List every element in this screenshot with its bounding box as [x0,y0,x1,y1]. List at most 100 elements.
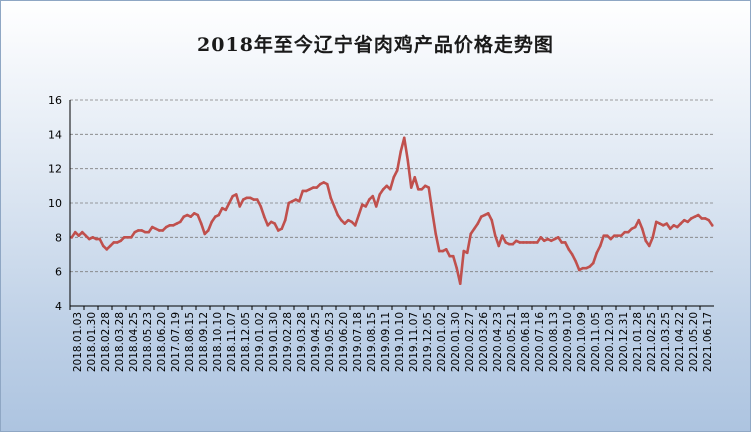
data-point [185,213,189,217]
x-tick-label: 2019.10.10 [394,312,406,372]
data-point [504,241,508,244]
x-tick-label: 2019.03.28 [296,312,308,372]
data-point [154,227,158,231]
data-point [696,213,700,217]
data-point [647,244,651,248]
x-tick-label: 2021.05.20 [688,312,700,372]
data-point [325,182,329,186]
data-point [150,225,154,229]
data-point [682,218,686,222]
data-point [581,266,585,270]
data-point [689,217,693,220]
x-tick-labels: 2018.01.03 2018.01.30 2018.02.28 2018.03.28… [72,312,714,372]
data-point [276,229,280,232]
data-point [560,241,564,244]
data-point [371,194,375,198]
data-point [668,227,672,231]
x-tick-label: 2018.10.10 [212,312,224,372]
data-point [609,237,613,241]
data-point [178,220,182,224]
y-tick-label: 12 [48,163,62,176]
y-tick-label: 16 [48,94,62,107]
x-tick-label: 2018.01.03 [72,312,84,372]
data-point [511,242,515,246]
data-point [374,205,378,208]
data-point [469,232,473,236]
data-point [588,265,592,268]
data-point [658,222,662,225]
x-tick-label: 2019.08.15 [366,312,378,372]
data-point [518,241,522,244]
data-point [465,251,469,255]
data-point [259,205,263,208]
data-point [318,182,322,186]
data-point [637,218,641,222]
data-point [430,210,434,213]
x-tick-label: 2017.07.19 [170,312,182,372]
data-point [574,260,578,263]
data-point [73,230,77,234]
data-point [525,241,529,244]
data-point [441,249,445,253]
data-point [304,189,308,193]
x-tick-label: 2018.08.15 [184,312,196,372]
data-point [196,213,200,217]
data-point [409,186,413,189]
data-point [444,248,448,251]
data-point [605,234,609,237]
data-point [364,205,368,208]
data-point [283,218,287,222]
data-point [353,224,357,227]
data-point [686,220,690,224]
data-point [437,249,441,253]
data-point [199,222,203,225]
data-point [315,186,319,189]
data-point [346,218,350,222]
x-tick-label: 2019.06.20 [338,312,350,372]
data-point [395,169,399,172]
x-tick-label: 2020.08.13 [548,312,560,372]
x-tick-label: 2019.05.23 [324,312,336,372]
x-tick-label: 2020.02.27 [464,312,476,372]
data-point [392,175,396,179]
data-point [140,229,144,232]
data-point [332,205,336,208]
data-point [423,184,427,188]
data-point [357,213,361,217]
data-point [105,248,109,251]
data-point [224,208,228,212]
x-tick-label: 2020.03.26 [478,312,490,372]
data-point [420,187,424,191]
data-point [448,254,452,258]
x-tick-label: 2018.05.23 [142,312,154,372]
data-point [301,189,305,193]
data-point [94,237,98,241]
data-point [570,253,574,256]
data-point [455,266,459,270]
data-point [672,224,676,227]
data-point [598,244,602,248]
data-point [294,198,298,201]
data-point [584,266,588,270]
x-tick-label: 2019.09.11 [380,312,392,372]
data-point [497,244,501,248]
data-point [189,215,193,219]
data-point [350,220,354,224]
data-point [273,222,277,225]
x-tick-label: 2019.04.25 [310,312,322,372]
x-tick-label: 2021.04.22 [674,312,686,372]
x-tick-label: 2020.12.31 [618,312,630,372]
data-point [532,241,536,244]
data-point [675,225,679,229]
data-point [339,218,343,222]
grid-lines [70,99,714,273]
data-point [378,193,382,196]
x-tick-label: 2018.03.28 [114,312,126,372]
data-point [612,234,616,237]
x-tick-label: 2018.02.28 [100,312,112,372]
data-point [528,241,532,244]
data-point [472,227,476,231]
x-tick-label: 2020.09.10 [562,312,574,372]
data-point [227,201,231,205]
data-point [157,229,161,232]
